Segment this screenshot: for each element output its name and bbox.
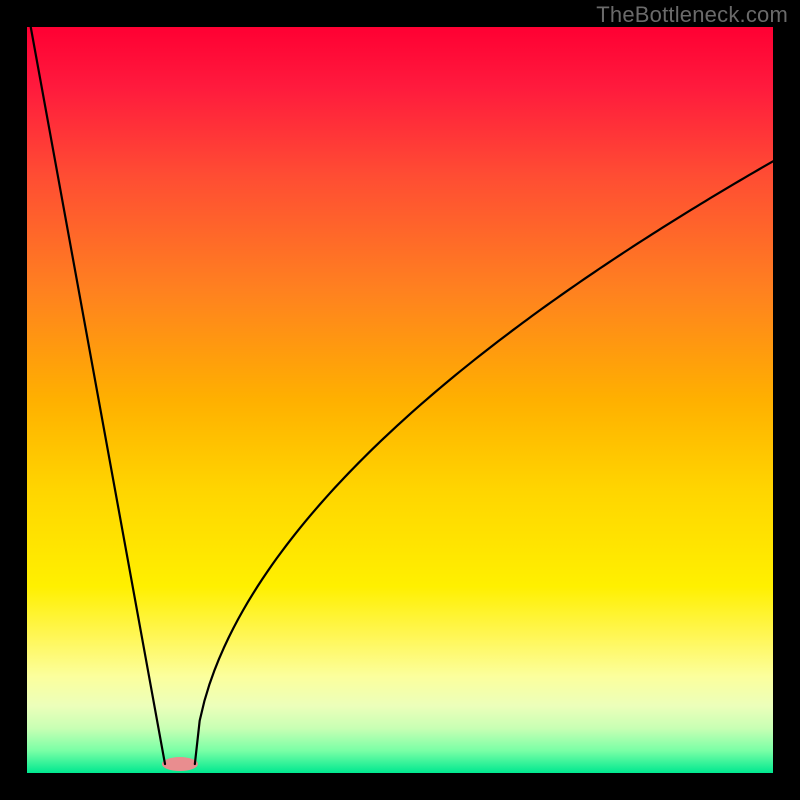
plot-background — [27, 27, 773, 773]
bottleneck-chart — [0, 0, 800, 800]
valley-marker — [162, 757, 198, 771]
chart-container: TheBottleneck.com — [0, 0, 800, 800]
